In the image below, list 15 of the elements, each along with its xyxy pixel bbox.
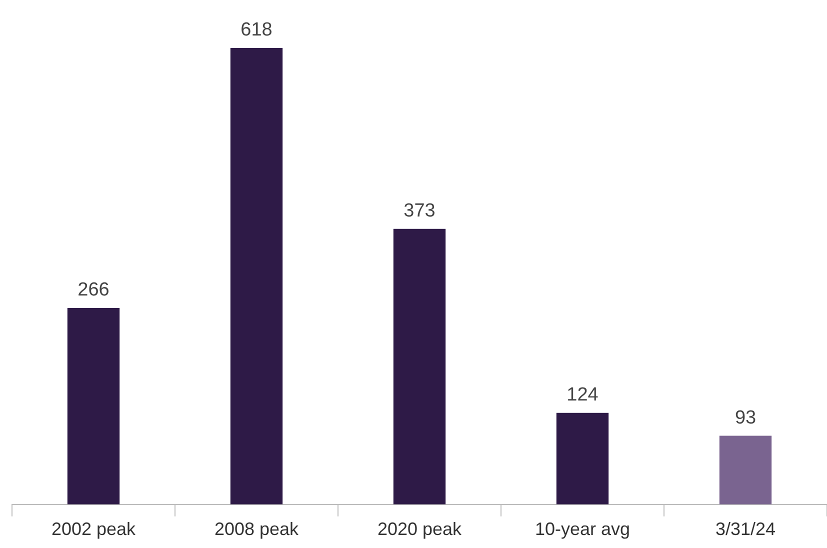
- data-label: 373: [404, 200, 436, 222]
- bar: [556, 412, 609, 504]
- bar: [67, 308, 120, 504]
- bar: [719, 436, 772, 504]
- x-tick-label: 3/31/24: [715, 519, 776, 540]
- x-tick-label: 10-year avg: [534, 519, 630, 540]
- bar: [393, 228, 446, 504]
- x-tick-label: 2008 peak: [214, 519, 300, 540]
- data-label: 266: [78, 280, 110, 301]
- data-label: 124: [566, 384, 599, 406]
- bar: [230, 48, 283, 504]
- data-label: 618: [240, 20, 272, 41]
- data-label: 93: [734, 407, 756, 428]
- x-tick-label: 2020 peak: [377, 519, 463, 540]
- x-tick-label: 2002 peak: [51, 519, 137, 540]
